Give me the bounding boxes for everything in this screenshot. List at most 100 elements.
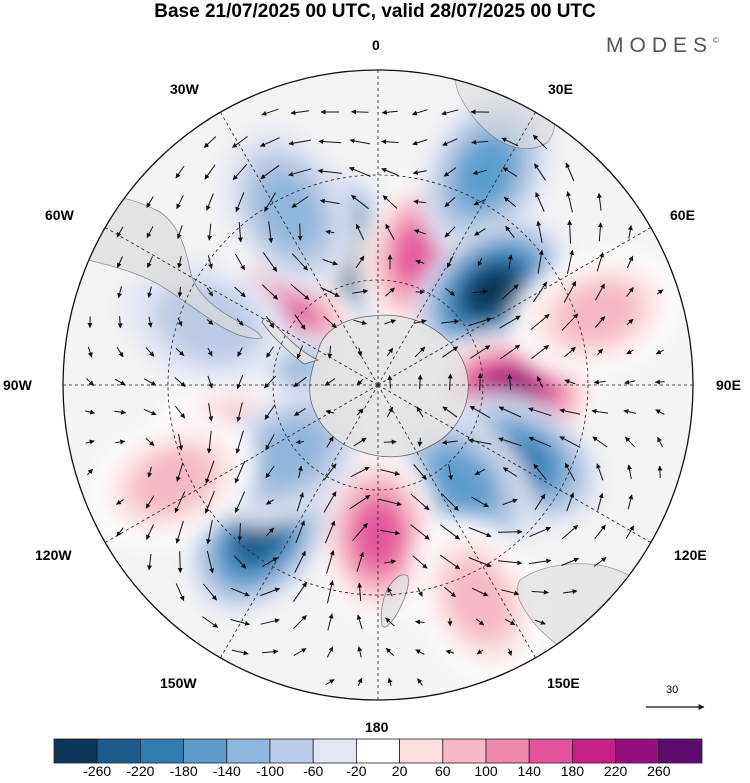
wind-arrow	[288, 139, 312, 146]
wind-arrow	[296, 492, 304, 512]
wind-arrow	[116, 226, 124, 238]
wind-arrow	[531, 345, 549, 359]
wind-arrow	[561, 524, 579, 540]
wind-arrow	[567, 219, 573, 244]
colorbar-swatch	[485, 738, 530, 764]
wind-arrow	[260, 587, 281, 597]
meridian-line	[220, 111, 379, 386]
colorbar-tick-label: 20	[391, 763, 408, 779]
wind-arrow	[146, 196, 154, 208]
wind-arrow	[262, 649, 279, 655]
colorbar-swatch	[226, 738, 271, 764]
wind-arrow	[445, 649, 455, 655]
meridian-line	[377, 227, 651, 386]
wind-arrow	[594, 524, 606, 540]
wind-arrow	[349, 167, 371, 177]
wind-arrow	[326, 550, 335, 574]
wind-arrow	[326, 646, 334, 658]
wind-arrow	[356, 378, 364, 386]
wind-arrow	[415, 259, 425, 265]
colorbar-tick-label: 260	[647, 763, 671, 779]
wind-arrow	[529, 558, 552, 565]
wind-arrow	[297, 465, 303, 479]
wind-arrow	[292, 581, 308, 602]
wind-arrow	[381, 109, 398, 115]
wind-arrow	[175, 520, 184, 544]
wind-arrow	[206, 319, 214, 325]
wind-arrow	[507, 648, 513, 656]
wind-arrow	[565, 162, 575, 182]
wind-arrow	[236, 402, 243, 422]
wind-arrow	[413, 319, 427, 325]
wind-arrow	[114, 409, 127, 415]
wind-arrow	[260, 618, 280, 625]
colorbar-tick-label: -60	[303, 763, 324, 779]
wind-arrow	[237, 221, 243, 243]
wind-arrow	[236, 375, 244, 390]
wind-arrow	[627, 464, 632, 480]
wind-arrow	[441, 493, 459, 511]
wind-arrow	[291, 253, 309, 271]
wind-arrow	[501, 284, 519, 300]
wind-arrow	[176, 195, 184, 210]
wind-arrow	[291, 196, 309, 208]
wind-arrow	[441, 319, 460, 324]
wind-arrow	[413, 199, 427, 205]
wind-arrow	[439, 554, 461, 570]
wind-arrow	[501, 137, 519, 147]
label-lon-150e: 150E	[547, 675, 580, 691]
wind-arrow	[234, 286, 246, 298]
wind-arrow	[380, 469, 401, 476]
wind-arrow	[147, 286, 153, 298]
wind-arrow	[561, 557, 579, 566]
wind-arrow	[349, 138, 371, 145]
anomaly-contour	[445, 559, 512, 642]
wind-arrow	[295, 439, 305, 445]
wind-arrow	[468, 527, 492, 538]
wind-arrow	[268, 221, 274, 244]
wind-arrow	[531, 589, 549, 595]
wind-arrow	[474, 228, 486, 236]
label-lon-30e: 30E	[548, 81, 573, 97]
meridian-line	[220, 384, 379, 658]
wind-arrow	[532, 281, 548, 303]
wind-arrow	[528, 407, 552, 417]
wind-arrow	[357, 347, 363, 357]
wind-arrow	[325, 409, 335, 415]
wind-arrow	[627, 494, 634, 510]
wind-arrow	[563, 281, 577, 303]
wind-arrow	[440, 524, 461, 540]
wind-arrow	[444, 226, 456, 238]
wind-arrow	[263, 375, 277, 389]
wind-arrow	[410, 524, 430, 540]
wind-arrow	[507, 373, 513, 390]
wind-arrow	[387, 587, 393, 597]
wind-arrow	[529, 526, 552, 538]
wind-arrow	[231, 649, 249, 656]
wind-arrow	[417, 437, 423, 447]
wind-arrow	[174, 405, 186, 419]
wind-arrow	[115, 499, 124, 505]
label-lon-0: 0	[372, 37, 380, 53]
label-lon-30w: 30W	[170, 81, 199, 97]
wind-arrow	[175, 347, 185, 357]
wind-arrow	[114, 378, 126, 386]
label-lon-90e: 90E	[716, 377, 741, 393]
colorbar-tick-label: 220	[603, 763, 628, 779]
wind-arrow	[207, 255, 213, 269]
wind-arrow	[207, 375, 214, 389]
wind-arrow	[410, 493, 430, 511]
wind-arrow	[593, 379, 606, 385]
wind-arrow	[387, 677, 393, 687]
wind-arrow	[294, 314, 306, 330]
wind-arrow	[417, 374, 423, 390]
wind-arrow	[442, 346, 459, 358]
wind-arrow	[536, 376, 544, 388]
wind-arrow	[323, 491, 337, 513]
wind-arrow	[355, 223, 365, 241]
meridian-line	[104, 384, 379, 543]
wind-arrow	[265, 527, 275, 537]
wind-arrow	[387, 375, 393, 389]
wind-arrow	[385, 617, 395, 627]
wind-arrow	[87, 346, 93, 358]
